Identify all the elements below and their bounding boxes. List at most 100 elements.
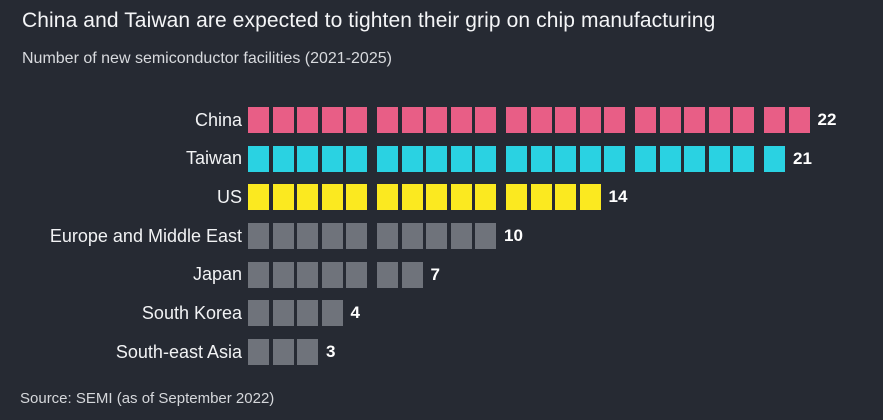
unit-square — [604, 107, 625, 133]
unit-square — [346, 184, 367, 211]
unit-square — [426, 107, 447, 133]
unit-square — [297, 145, 318, 172]
unit-square — [297, 261, 318, 288]
unit-square — [297, 300, 318, 327]
chart-row: Taiwan 21 — [0, 145, 883, 172]
unit-square — [475, 107, 496, 133]
square-group — [248, 184, 367, 211]
unit-square — [426, 223, 447, 250]
unit-square — [297, 223, 318, 250]
unit-square — [377, 107, 398, 133]
square-group — [248, 339, 318, 366]
unit-square — [377, 223, 398, 250]
unit-square — [450, 223, 472, 250]
square-group — [764, 107, 810, 133]
row-value: 7 — [430, 264, 440, 284]
row-label: US — [216, 186, 242, 207]
square-group — [635, 145, 754, 172]
unit-square — [426, 184, 447, 211]
row-squares — [248, 107, 810, 133]
unit-square — [346, 223, 367, 250]
chart-title: China and Taiwan are expected to tighten… — [22, 9, 716, 32]
square-group — [377, 261, 423, 288]
unit-square — [272, 339, 294, 366]
unit-square — [764, 145, 785, 172]
row-label: Europe and Middle East — [49, 225, 242, 246]
unit-square — [475, 145, 496, 172]
unit-square — [450, 107, 472, 133]
unit-square — [635, 107, 656, 133]
row-squares — [248, 145, 785, 172]
square-group — [248, 107, 367, 133]
unit-square — [475, 223, 496, 250]
chart-row: South-east Asia 3 — [0, 339, 883, 366]
unit-square — [272, 184, 294, 211]
unit-square — [272, 107, 294, 133]
row-value: 22 — [817, 110, 837, 129]
row-squares — [248, 261, 423, 288]
unit-square — [401, 261, 423, 288]
unit-square — [764, 107, 785, 133]
row-label: Taiwan — [185, 148, 242, 169]
unit-square — [604, 145, 625, 172]
row-label: South Korea — [141, 302, 242, 323]
unit-square — [248, 261, 269, 288]
square-group — [248, 145, 367, 172]
unit-square — [659, 145, 681, 172]
unit-square — [733, 145, 754, 172]
unit-square — [788, 107, 810, 133]
unit-square — [401, 107, 423, 133]
source-note: Source: SEMI (as of September 2022) — [20, 390, 275, 407]
unit-square — [555, 107, 576, 133]
square-group — [506, 184, 601, 211]
unit-square — [506, 184, 527, 211]
unit-square — [321, 107, 343, 133]
unit-square — [248, 223, 269, 250]
chart-row: South Korea 4 — [0, 300, 883, 327]
unit-square — [272, 300, 294, 327]
unit-square — [346, 145, 367, 172]
unit-square — [297, 184, 318, 211]
unit-square — [248, 145, 269, 172]
unit-square — [321, 184, 343, 211]
unit-square — [530, 145, 552, 172]
unit-square — [659, 107, 681, 133]
unit-square — [248, 184, 269, 211]
unit-square — [321, 300, 343, 327]
unit-square — [733, 107, 754, 133]
unit-square — [272, 223, 294, 250]
square-group — [248, 261, 367, 288]
unit-square — [248, 300, 269, 327]
square-group — [764, 145, 785, 172]
square-group — [506, 107, 625, 133]
square-group — [248, 223, 367, 250]
unit-square — [321, 261, 343, 288]
square-group — [377, 107, 496, 133]
unit-square — [272, 145, 294, 172]
unit-square — [635, 145, 656, 172]
unit-square — [401, 184, 423, 211]
unit-square — [708, 145, 730, 172]
row-squares — [248, 300, 343, 327]
row-value: 4 — [350, 303, 360, 323]
unit-square — [450, 145, 472, 172]
unit-square — [475, 184, 496, 211]
row-value: 14 — [608, 187, 628, 207]
unit-square — [530, 184, 552, 211]
square-group — [506, 145, 625, 172]
unit-square — [377, 145, 398, 172]
row-label: Japan — [192, 264, 242, 285]
row-label: China — [194, 109, 242, 130]
unit-square — [555, 145, 576, 172]
unit-square — [450, 184, 472, 211]
row-squares — [248, 339, 318, 366]
unit-square — [579, 184, 601, 211]
chart-row: Japan 7 — [0, 261, 883, 288]
chart-row: US 14 — [0, 184, 883, 211]
unit-square — [272, 261, 294, 288]
unit-square — [708, 107, 730, 133]
unit-square — [530, 107, 552, 133]
unit-square — [297, 107, 318, 133]
chart-subtitle: Number of new semiconductor facilities (… — [22, 50, 392, 67]
unit-square — [555, 184, 576, 211]
